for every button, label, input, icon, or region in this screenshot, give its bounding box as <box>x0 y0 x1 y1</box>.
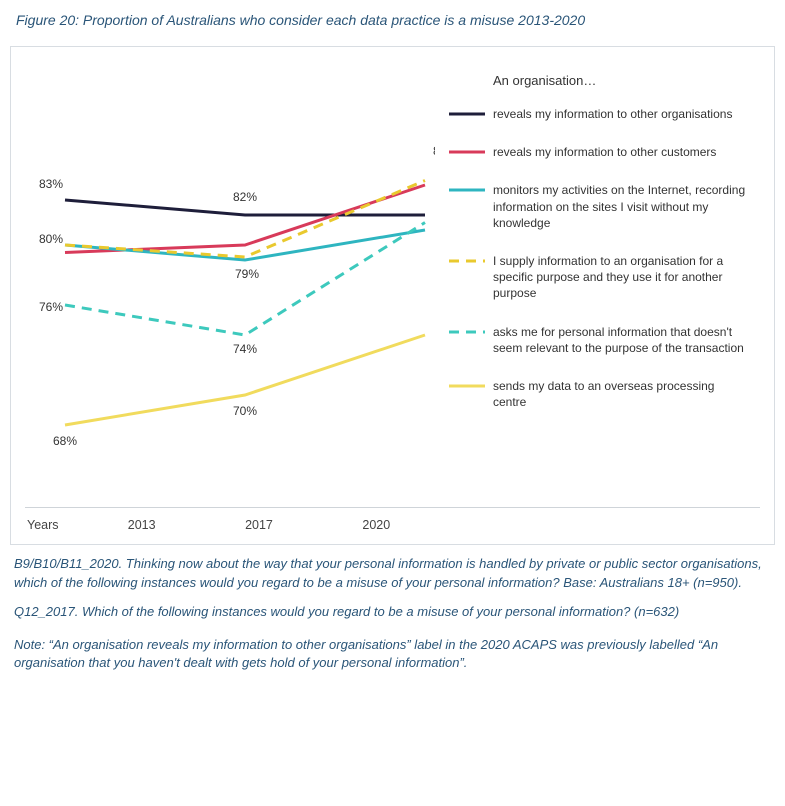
x-tick: 2013 <box>83 518 200 532</box>
data-label: 84% <box>433 144 435 158</box>
legend-swatch <box>449 324 485 338</box>
legend-swatch <box>449 182 485 196</box>
legend-title: An organisation… <box>493 73 756 88</box>
legend-item-reveals-other-customers: reveals my information to other customer… <box>449 144 756 160</box>
legend-swatch <box>449 378 485 392</box>
data-label: 82% <box>233 190 257 204</box>
x-tick: 2017 <box>200 518 317 532</box>
data-label: 68% <box>53 434 77 448</box>
legend-label: reveals my information to other customer… <box>493 144 722 160</box>
legend-label: monitors my activities on the Internet, … <box>493 182 756 231</box>
caption-q2020: B9/B10/B11_2020. Thinking now about the … <box>10 555 775 593</box>
x-tick: 2020 <box>318 518 435 532</box>
data-label: 70% <box>233 404 257 418</box>
legend-swatch <box>449 253 485 267</box>
legend-item-monitors-internet: monitors my activities on the Internet, … <box>449 182 756 231</box>
data-label: 74% <box>233 342 257 356</box>
legend-label: sends my data to an overseas processing … <box>493 378 756 410</box>
line-chart: 83%82%82%84%80%79%81%76%74%68%70%74% <box>25 65 435 505</box>
legend-swatch <box>449 106 485 120</box>
data-label: 76% <box>39 300 63 314</box>
x-axis-label: Years <box>25 518 83 532</box>
legend-item-overseas-processing: sends my data to an overseas processing … <box>449 378 756 410</box>
x-axis: Years 201320172020 <box>25 507 760 536</box>
legend-label: reveals my information to other organisa… <box>493 106 738 122</box>
legend-swatch <box>449 144 485 158</box>
data-label: 83% <box>39 177 63 191</box>
caption-q2017: Q12_2017. Which of the following instanc… <box>10 603 775 622</box>
legend-item-use-another-purpose: I supply information to an organisation … <box>449 253 756 302</box>
data-label: 80% <box>39 232 63 246</box>
legend-label: I supply information to an organisation … <box>493 253 756 302</box>
data-label: 79% <box>235 267 259 281</box>
caption-note: Note: “An organisation reveals my inform… <box>10 636 775 674</box>
chart-container: 83%82%82%84%80%79%81%76%74%68%70%74% An … <box>10 46 775 545</box>
legend-item-asks-irrelevant: asks me for personal information that do… <box>449 324 756 356</box>
legend: An organisation… reveals my information … <box>445 65 760 505</box>
figure-title: Figure 20: Proportion of Australians who… <box>10 12 775 28</box>
legend-label: asks me for personal information that do… <box>493 324 756 356</box>
legend-item-reveals-other-orgs: reveals my information to other organisa… <box>449 106 756 122</box>
